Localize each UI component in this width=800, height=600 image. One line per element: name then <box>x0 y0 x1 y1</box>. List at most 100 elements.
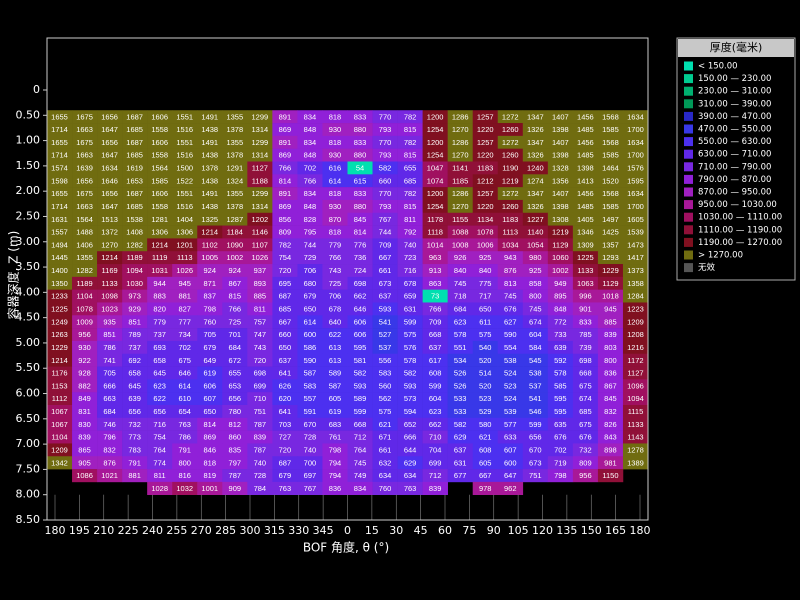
cell-value: 1413 <box>577 176 594 185</box>
cell-value: 1585 <box>602 125 619 134</box>
cell-value: 1558 <box>151 202 168 211</box>
cell-value: 678 <box>329 305 342 314</box>
legend-label: 390.00 — 470.00 <box>698 112 771 122</box>
cell <box>447 315 474 329</box>
cell <box>372 264 398 278</box>
cell-value: 745 <box>529 305 542 314</box>
cell-value: 1282 <box>126 240 143 249</box>
cell-value: 650 <box>279 343 292 352</box>
cell-value: 1155 <box>452 215 468 224</box>
cell <box>372 174 398 188</box>
cell-value: 582 <box>354 369 367 378</box>
cell <box>622 135 649 149</box>
cell-value: 814 <box>354 228 367 237</box>
cell-value: 611 <box>479 317 491 326</box>
cell-value: 1558 <box>151 125 168 134</box>
cell-value: 1169 <box>102 266 118 275</box>
cell-value: 523 <box>479 394 492 403</box>
cell-value: 1398 <box>552 151 569 160</box>
cell-value: 595 <box>354 343 367 352</box>
cell <box>97 161 123 175</box>
cell-value: 785 <box>579 330 592 339</box>
cell-value: 935 <box>103 317 116 326</box>
cell-value: 746 <box>103 420 116 429</box>
cell <box>472 225 499 239</box>
y-tick-label: 5.50 <box>16 361 41 374</box>
cell-value: 582 <box>454 420 467 429</box>
cell-value: 1129 <box>552 240 568 249</box>
cell <box>422 302 448 316</box>
cell <box>622 379 649 393</box>
x-tick-label: 60 <box>438 524 452 537</box>
cell <box>447 148 474 162</box>
cell <box>522 251 549 265</box>
cell-value: 1047 <box>427 164 444 173</box>
cell <box>197 161 223 175</box>
cell-value: 793 <box>379 151 392 160</box>
cell-value: 629 <box>454 433 467 442</box>
cell-value: 1595 <box>627 176 644 185</box>
cell-value: 576 <box>404 343 417 352</box>
cell-value: 751 <box>254 407 267 416</box>
cell <box>297 212 323 226</box>
cell-value: 1488 <box>76 228 93 237</box>
cell-value: 1485 <box>577 202 594 211</box>
cell-value: 782 <box>404 189 417 198</box>
cell <box>572 328 599 342</box>
legend-swatch <box>684 263 693 273</box>
cell-value: 770 <box>379 189 392 198</box>
cell-value: 594 <box>404 407 417 416</box>
cell <box>172 481 198 496</box>
cell <box>347 148 373 162</box>
cell <box>547 251 574 265</box>
cell <box>447 456 474 470</box>
cell <box>122 110 148 124</box>
cell <box>347 353 373 367</box>
cell-value: 537 <box>379 343 392 352</box>
cell <box>97 392 123 406</box>
cell <box>322 110 348 124</box>
cell <box>497 238 524 252</box>
cell-value: 743 <box>254 343 267 352</box>
cell <box>272 199 298 214</box>
cell-value: 876 <box>504 266 517 275</box>
cell <box>222 443 248 457</box>
cell-value: 1134 <box>477 215 493 224</box>
cell-value: 1398 <box>577 164 594 173</box>
cell <box>622 328 649 342</box>
cell-value: 593 <box>379 305 392 314</box>
cell <box>172 123 198 137</box>
cell-value: 1655 <box>51 138 68 147</box>
cell-value: 766 <box>304 176 317 185</box>
cell-value: 925 <box>529 266 542 275</box>
cell-value: 645 <box>153 369 166 378</box>
cell-value: 815 <box>404 202 417 211</box>
cell-value: 1127 <box>627 369 643 378</box>
cell <box>422 328 448 342</box>
cell-value: 675 <box>178 356 191 365</box>
cell <box>222 430 248 444</box>
cell-value: 723 <box>404 253 417 262</box>
cell-value: 538 <box>529 369 542 378</box>
cell-value: 849 <box>78 394 91 403</box>
cell-value: 1220 <box>477 202 494 211</box>
cell <box>372 392 398 406</box>
cell <box>297 456 323 470</box>
legend-label: 310.00 — 390.00 <box>698 99 771 109</box>
cell-value: 1189 <box>127 253 143 262</box>
cell-value: 1254 <box>427 202 444 211</box>
cell <box>47 328 73 342</box>
cell-value: 1656 <box>101 138 118 147</box>
cell <box>522 302 549 316</box>
cell <box>372 123 398 137</box>
cell-value: 1663 <box>76 125 93 134</box>
cell <box>547 392 574 406</box>
cell-value: 1389 <box>627 458 644 467</box>
cell <box>372 417 398 431</box>
cell <box>597 135 624 149</box>
cell <box>347 430 373 444</box>
cell-value: 575 <box>379 407 392 416</box>
cell-value: 591 <box>304 407 317 416</box>
cell-value: 751 <box>529 471 542 480</box>
cell <box>122 135 148 149</box>
